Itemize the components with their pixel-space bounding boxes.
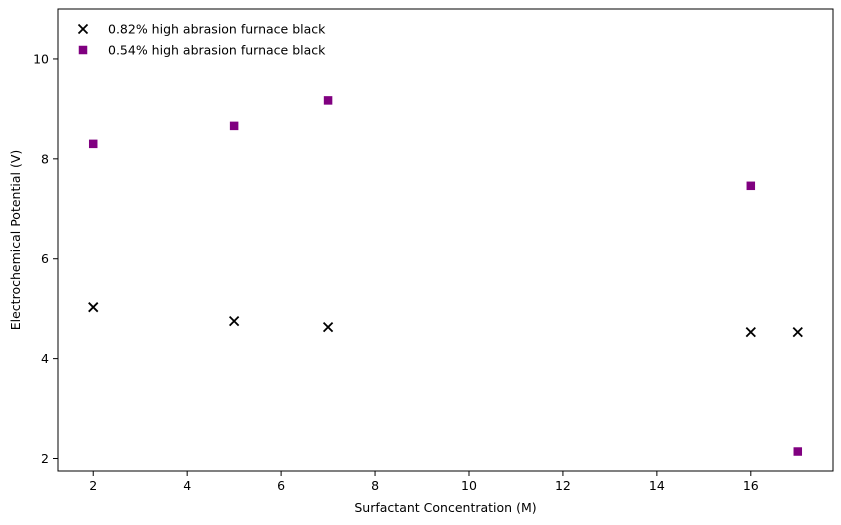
x-tick-label: 12 (555, 478, 571, 493)
y-tick-label: 2 (41, 451, 49, 466)
legend-marker-1 (77, 23, 89, 35)
y-tick-label: 8 (41, 151, 49, 166)
x-tick-label: 14 (649, 478, 665, 493)
square-marker-series-2 (746, 181, 756, 191)
x-tick-label: 4 (183, 478, 191, 493)
legend-marker-2 (78, 45, 88, 55)
x-marker-series-1 (88, 302, 99, 313)
x-marker-series-1 (745, 327, 756, 338)
y-tick-label: 10 (33, 51, 49, 66)
y-axis-label: Electrochemical Potential (V) (8, 150, 23, 331)
legend-entry-2: 0.54% high abrasion furnace black (108, 43, 326, 58)
x-axis-ticks: 2 4 6 8 10 12 14 16 (89, 471, 759, 493)
square-marker-series-2 (323, 96, 333, 105)
square-marker-series-2 (229, 121, 239, 131)
legend: 0.82% high abrasion furnace black 0.54% h… (77, 22, 326, 58)
x-tick-label: 6 (277, 478, 285, 493)
x-tick-label: 2 (89, 478, 97, 493)
square-marker-series-2 (88, 139, 98, 149)
x-marker-series-1 (322, 322, 334, 333)
x-marker-series-1 (228, 316, 240, 327)
x-axis-label: Surfactant Concentration (M) (354, 500, 536, 515)
data-points (88, 96, 803, 456)
x-tick-label: 10 (461, 478, 477, 493)
x-marker-series-1 (792, 327, 803, 338)
y-axis-ticks: 2 4 6 8 10 (33, 51, 58, 466)
legend-entry-1: 0.82% high abrasion furnace black (108, 22, 326, 37)
square-marker-series-2 (793, 447, 803, 456)
plot-area-frame (57, 8, 834, 472)
x-tick-label: 16 (743, 478, 759, 493)
y-tick-label: 4 (41, 351, 49, 366)
x-tick-label: 8 (371, 478, 379, 493)
y-tick-label: 6 (41, 251, 49, 266)
